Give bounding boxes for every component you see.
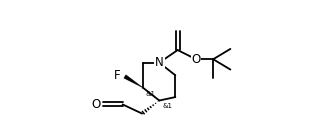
- Polygon shape: [124, 75, 143, 88]
- Text: O: O: [191, 53, 201, 66]
- Text: &1: &1: [162, 103, 172, 109]
- Text: N: N: [155, 56, 164, 69]
- Text: F: F: [114, 69, 120, 82]
- Text: O: O: [91, 98, 101, 111]
- Text: &1: &1: [146, 91, 156, 97]
